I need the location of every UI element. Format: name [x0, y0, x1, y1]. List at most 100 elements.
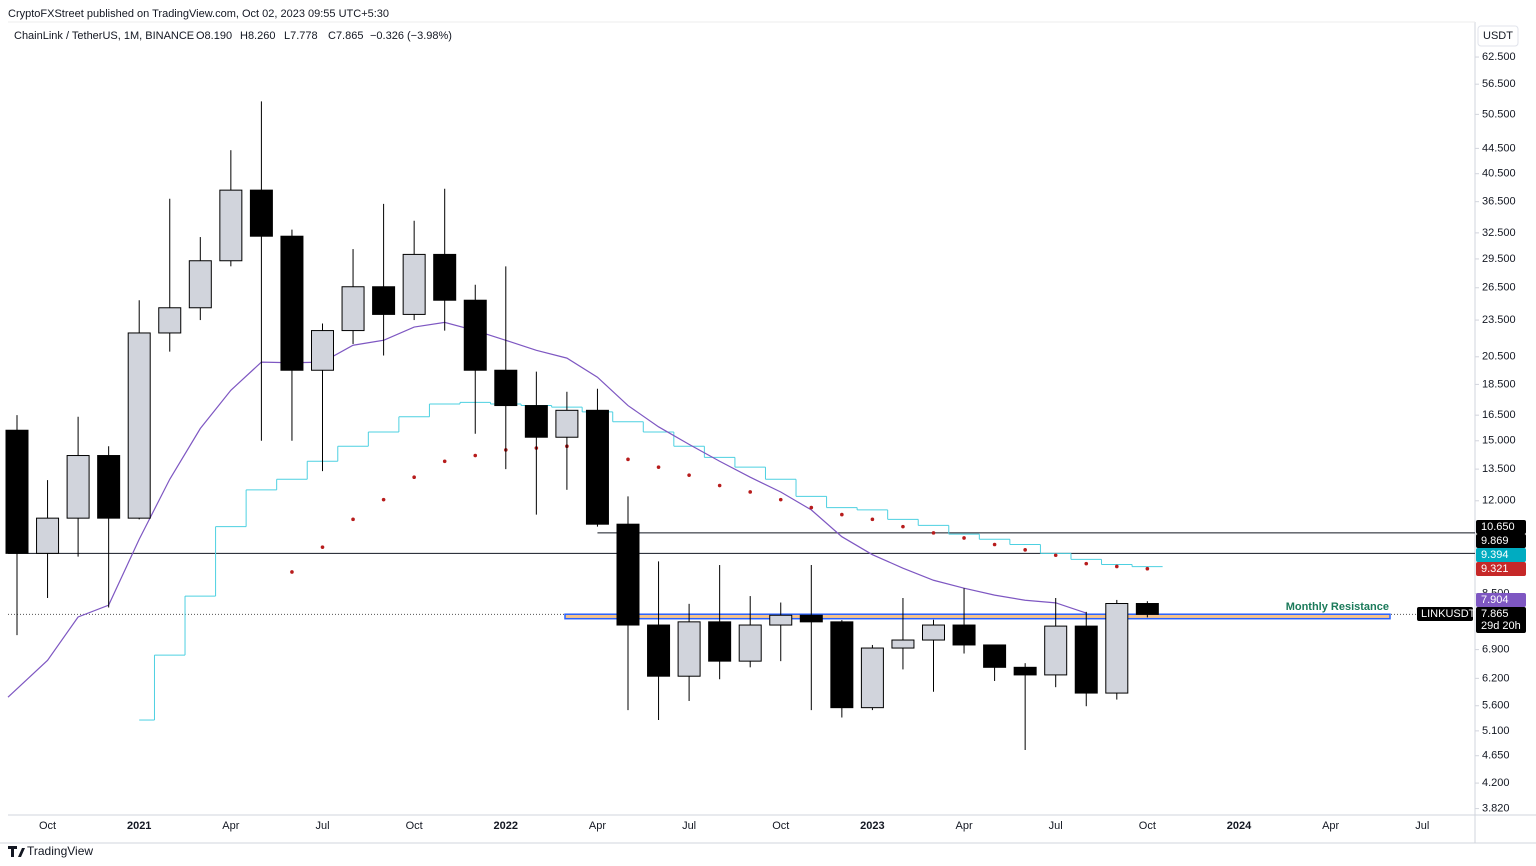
sar-dot — [351, 517, 355, 522]
step-label: 9.394 — [1481, 549, 1509, 561]
sar-dot — [901, 524, 905, 529]
candle-body — [891, 639, 915, 649]
y-tick-label: 15.000 — [1482, 435, 1516, 447]
symbol: ChainLink / TetherUS, 1M, BINANCE — [14, 30, 194, 42]
ma-line — [7, 321, 1087, 698]
candle-body — [97, 455, 121, 519]
sar-dot — [473, 453, 478, 458]
sar-label-bg — [1476, 562, 1526, 576]
y-tick-label: 23.500 — [1482, 314, 1516, 326]
sar-dot — [320, 545, 325, 549]
y-tick-label: 3.820 — [1482, 802, 1510, 814]
sar-dot — [840, 512, 844, 517]
y-tick-label: 4.650 — [1482, 750, 1510, 762]
y-tick-label: 5.100 — [1482, 725, 1510, 737]
ticker: LINKUSDT — [1421, 608, 1476, 620]
y-tick-label: 56.500 — [1482, 78, 1516, 90]
candle-body — [5, 429, 29, 554]
y-tick-label: 62.500 — [1482, 51, 1516, 63]
sar-dot — [656, 465, 661, 469]
change: −0.326 (−3.98%) — [370, 30, 452, 42]
candle-body — [677, 621, 701, 677]
sar-dot — [717, 483, 722, 488]
publish-note: CryptoFXStreet published on TradingView.… — [8, 8, 389, 20]
candle-body — [708, 621, 732, 662]
footer-logo: TradingView — [8, 844, 93, 858]
candle-body — [463, 299, 487, 371]
sar-dot — [1053, 553, 1058, 558]
x-tick-label: Oct — [1139, 820, 1156, 832]
level-label: 9.869 — [1481, 535, 1509, 547]
y-tick-label: 32.500 — [1482, 227, 1516, 239]
sar-dot — [931, 531, 936, 535]
sar-dot — [1115, 564, 1119, 569]
sar-dot — [687, 473, 691, 477]
candle-body — [219, 189, 243, 262]
sar-dot — [962, 536, 966, 540]
ticker-bg — [1417, 607, 1473, 621]
currency: USDT — [1483, 30, 1513, 42]
y-tick-label: 4.200 — [1482, 777, 1510, 789]
x-tick-label: Jul — [682, 820, 696, 832]
x-tick-label: 2022 — [494, 820, 518, 832]
candle-body — [952, 624, 976, 646]
candle-body — [1105, 603, 1129, 694]
candle-body — [280, 235, 304, 371]
candle-body — [647, 624, 671, 677]
candle-body — [555, 409, 579, 438]
level-label-bg — [1476, 520, 1526, 534]
currency-box — [1477, 25, 1519, 47]
y-tick-label: 29.500 — [1482, 253, 1516, 265]
ohlc-value: H8.260 — [240, 30, 275, 42]
candle-body — [36, 517, 60, 554]
sar-dot — [748, 490, 752, 494]
candle-body — [341, 286, 365, 332]
candle-body — [1135, 603, 1159, 615]
sar-label: 9.321 — [1481, 563, 1509, 575]
candle-body — [249, 189, 273, 237]
candle-body — [494, 369, 518, 407]
candle-body — [1044, 625, 1068, 676]
candle-body — [1074, 625, 1098, 694]
price-label-bg — [1476, 607, 1526, 633]
sar-dot — [442, 459, 447, 464]
x-tick-label: Apr — [222, 820, 239, 832]
x-tick-label: Jul — [1415, 820, 1429, 832]
x-tick-label: 2023 — [860, 820, 884, 832]
x-tick-label: Jul — [1049, 820, 1063, 832]
candle-body — [860, 647, 884, 709]
candle-body — [372, 286, 396, 315]
level-label: 10.650 — [1481, 521, 1515, 533]
sar-dot — [809, 505, 814, 510]
y-tick-label: 13.500 — [1482, 463, 1516, 475]
price-label: 7.865 — [1481, 608, 1509, 620]
candle-body — [769, 614, 793, 626]
candle-body — [188, 260, 212, 309]
x-tick-label: Jul — [315, 820, 329, 832]
brand: TradingView — [27, 844, 93, 858]
sar-dot — [1023, 548, 1027, 552]
x-tick-label: Apr — [589, 820, 606, 832]
ohlc-value: L7.778 — [284, 30, 318, 42]
countdown: 29d 20h — [1481, 620, 1521, 632]
candle-body — [983, 644, 1007, 668]
y-tick-label: 40.500 — [1482, 168, 1516, 180]
candle-body — [1013, 666, 1037, 676]
y-tick-label: 44.500 — [1482, 142, 1516, 154]
candle-body — [311, 330, 334, 371]
y-tick-label: 6.200 — [1482, 672, 1510, 684]
x-tick-label: 2024 — [1227, 820, 1252, 832]
candle-body — [127, 332, 151, 519]
y-tick-label: 12.000 — [1482, 495, 1516, 507]
y-tick-label: 16.500 — [1482, 409, 1516, 421]
x-tick-label: 2021 — [127, 820, 151, 832]
step-label-bg — [1476, 548, 1526, 562]
sar-dot — [870, 517, 875, 522]
y-tick-label: 20.500 — [1482, 351, 1516, 363]
sar-dot — [381, 497, 386, 502]
zone-label: Monthly Resistance — [1286, 601, 1389, 613]
candle-body — [922, 624, 945, 641]
